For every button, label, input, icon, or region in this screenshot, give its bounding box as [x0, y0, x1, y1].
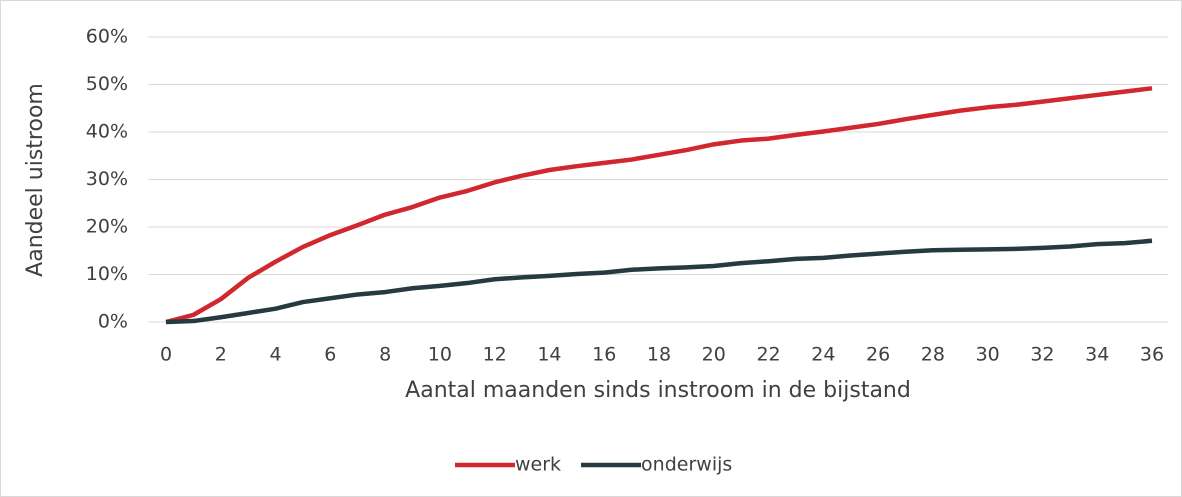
y-tick-label: 60% [86, 26, 128, 48]
y-axis-label: Aandeel uistroom [23, 83, 48, 277]
x-tick-label: 0 [160, 344, 172, 366]
x-tick-label: 12 [483, 344, 507, 366]
x-tick-label: 4 [270, 344, 282, 366]
x-tick-label: 34 [1085, 344, 1109, 366]
line-series [165, 86, 1153, 325]
y-tick-label: 30% [86, 168, 128, 190]
x-tick-label: 24 [811, 344, 835, 366]
x-axis-label: Aantal maanden sinds instroom in de bijs… [405, 378, 911, 403]
y-tick-label: 10% [86, 263, 128, 285]
x-tick-label: 22 [756, 344, 780, 366]
y-tick-label: 40% [86, 121, 128, 143]
x-tick-label: 18 [647, 344, 671, 366]
x-tick-label: 32 [1030, 344, 1054, 366]
x-tick-label: 16 [592, 344, 616, 366]
x-tick-label: 10 [428, 344, 452, 366]
x-tick-label: 30 [976, 344, 1000, 366]
x-tick-label: 8 [379, 344, 391, 366]
y-tick-label: 20% [86, 216, 128, 238]
y-tick-label: 50% [86, 73, 128, 95]
line-series [165, 238, 1153, 325]
x-tick-label: 2 [215, 344, 227, 366]
y-tick-label: 0% [98, 311, 128, 333]
x-tick-label: 26 [866, 344, 890, 366]
x-tick-label: 14 [537, 344, 561, 366]
x-tick-label: 20 [702, 344, 726, 366]
legend-label: onderwijs [641, 454, 732, 476]
legend-label: werk [515, 454, 561, 476]
x-tick-label: 6 [324, 344, 336, 366]
x-tick-label: 36 [1140, 344, 1164, 366]
x-tick-label: 28 [921, 344, 945, 366]
